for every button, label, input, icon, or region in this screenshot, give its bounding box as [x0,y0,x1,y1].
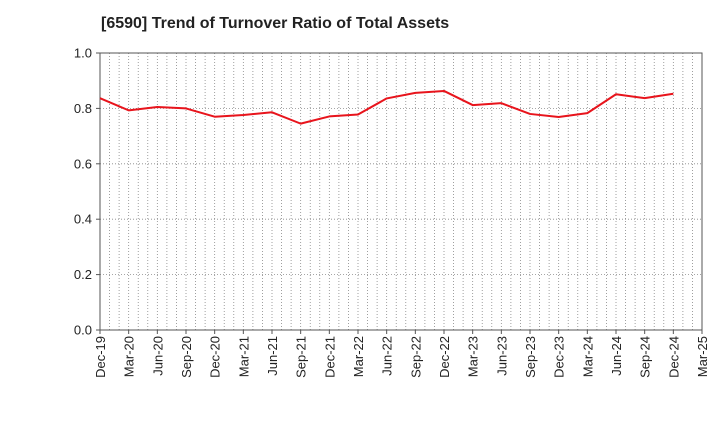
grid-lines [100,53,702,330]
plot-area-frame [99,52,703,331]
x-tick-label: Sep-20 [179,336,194,378]
x-tick-label: Mar-21 [236,336,251,377]
x-tick-label: Sep-21 [294,336,309,378]
x-tick-label: Dec-24 [666,336,681,378]
x-tick-label: Jun-23 [494,336,509,376]
x-tick-label: Mar-20 [122,336,137,377]
x-tick-label: Sep-24 [638,336,653,378]
y-tick-label: 0.4 [74,212,92,227]
x-tick-label: Sep-23 [523,336,538,378]
y-tick-label: 0.0 [74,323,92,338]
x-tick-label: Mar-24 [580,336,595,377]
x-tick-label: Jun-22 [380,336,395,376]
y-tick-label: 0.8 [74,101,92,116]
x-tick-label: Mar-23 [466,336,481,377]
series-layer [99,89,674,125]
x-tick-label: Jun-24 [609,336,624,376]
x-tick-label: Sep-22 [408,336,423,378]
y-tick-label: 0.2 [74,267,92,282]
x-tick-label: Jun-21 [265,336,280,376]
x-tick-label: Dec-19 [93,336,108,378]
y-tick-label: 1.0 [74,46,92,61]
x-tick-label: Mar-22 [351,336,366,377]
x-axis-ticks: Dec-19 Mar-20 Jun-20 Sep-20 Dec-20 Mar-21 Jun-… [93,330,710,378]
x-tick-label: Dec-23 [552,336,567,378]
chart-title: [6590] Trend of Turnover Ratio of Total … [101,15,450,32]
x-tick-label: Mar-25 [695,336,710,377]
x-tick-label: Dec-20 [208,336,223,378]
series-line [99,89,674,125]
x-tick-label: Jun-20 [150,336,165,376]
y-tick-label: 0.6 [74,156,92,171]
x-tick-label: Dec-22 [437,336,452,378]
x-tick-label: Dec-21 [322,336,337,378]
y-axis-ticks: 0.0 0.2 0.4 0.6 0.8 1.0 [74,46,100,338]
